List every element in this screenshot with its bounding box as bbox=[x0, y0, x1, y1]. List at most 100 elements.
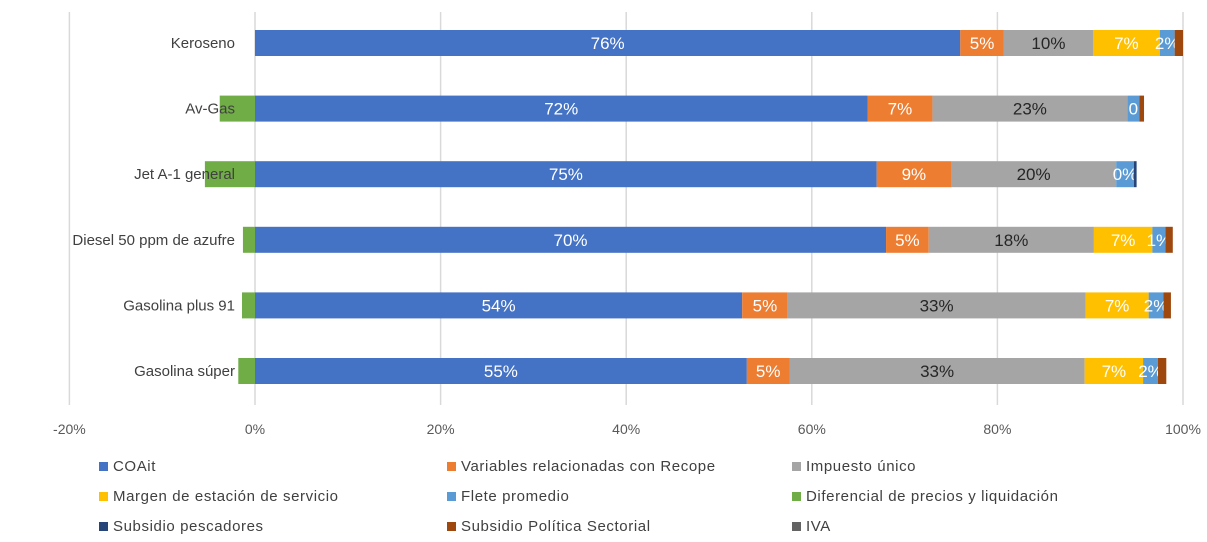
category-label: Keroseno bbox=[171, 35, 235, 52]
bar-segment bbox=[242, 226, 255, 253]
bar-segment bbox=[1127, 95, 1140, 122]
data-label: 5% bbox=[970, 34, 995, 53]
legend-swatch bbox=[99, 522, 108, 531]
legend-label: Subsidio pescadores bbox=[113, 518, 264, 535]
bar-segment bbox=[255, 161, 877, 188]
legend-swatch bbox=[792, 522, 801, 531]
bar-segment bbox=[255, 226, 887, 253]
data-label: 76% bbox=[591, 34, 625, 53]
data-label: 70% bbox=[554, 231, 588, 250]
bar-segment bbox=[255, 30, 961, 56]
data-label: 10% bbox=[1031, 34, 1065, 53]
legend-swatch bbox=[447, 492, 456, 501]
bar-segment bbox=[219, 95, 255, 122]
bar-segment bbox=[1116, 161, 1134, 188]
legend-item: Diferencial de precios y liquidación bbox=[792, 488, 1059, 505]
data-label: 33% bbox=[920, 296, 954, 315]
bar-segment bbox=[867, 95, 933, 122]
legend-label: Variables relacionadas con Recope bbox=[461, 458, 716, 475]
bar-segment bbox=[204, 161, 255, 188]
data-label: 75% bbox=[549, 165, 583, 184]
legend-item: IVA bbox=[792, 518, 831, 535]
data-label: 0 bbox=[1129, 100, 1138, 119]
legend-label: Margen de estación de servicio bbox=[113, 488, 339, 505]
data-label: 7% bbox=[1105, 296, 1130, 315]
data-label: 72% bbox=[544, 100, 578, 119]
legend-item: Subsidio Política Sectorial bbox=[447, 518, 651, 535]
stacked-bar-chart: -20% 0% 20% 40% 60% 80% 100% 76% 5% 10% 7% 2% Kerose… bbox=[53, 12, 1201, 437]
legend-label: Subsidio Política Sectorial bbox=[461, 518, 651, 535]
data-label: 1% bbox=[1147, 231, 1172, 250]
data-label: 5% bbox=[895, 231, 920, 250]
bar-segment bbox=[1092, 30, 1160, 56]
data-label: 2% bbox=[1144, 296, 1169, 315]
legend-label: Flete promedio bbox=[461, 488, 570, 505]
bar-segment bbox=[1084, 358, 1144, 384]
data-label: 7% bbox=[888, 100, 913, 119]
bar-segment bbox=[742, 292, 788, 319]
legend-swatch bbox=[99, 492, 108, 501]
data-label: 20% bbox=[1017, 165, 1051, 184]
bar-segment bbox=[746, 358, 790, 384]
data-label: 7% bbox=[1102, 362, 1127, 381]
bar-segment bbox=[1148, 292, 1164, 319]
bar-segment bbox=[1152, 226, 1166, 253]
x-tick-label: -20% bbox=[53, 421, 86, 437]
legend-label: Impuesto único bbox=[806, 458, 917, 475]
legend-item: Variables relacionadas con Recope bbox=[447, 458, 716, 475]
bar-segment bbox=[787, 292, 1086, 319]
bar-segment bbox=[1174, 30, 1183, 56]
x-tick-label: 100% bbox=[1165, 421, 1201, 437]
data-label: 2% bbox=[1155, 34, 1180, 53]
legend-label: IVA bbox=[806, 518, 831, 535]
legend-item: Flete promedio bbox=[447, 488, 569, 505]
legend-label: Diferencial de precios y liquidación bbox=[806, 488, 1059, 505]
category-label: Av-Gas bbox=[185, 101, 235, 118]
legend-swatch bbox=[447, 462, 456, 471]
data-label: 33% bbox=[920, 362, 954, 381]
data-label: 5% bbox=[753, 296, 778, 315]
bar-segment bbox=[1085, 292, 1149, 319]
bar-segment bbox=[1093, 226, 1153, 253]
bar-segment bbox=[1133, 161, 1137, 188]
legend-swatch bbox=[99, 462, 108, 471]
category-label: Jet A-1 general bbox=[134, 166, 235, 183]
category-label: Gasolina plus 91 bbox=[123, 297, 235, 314]
bar-segment bbox=[238, 358, 255, 384]
data-label: 7% bbox=[1114, 34, 1139, 53]
bar-segment bbox=[1159, 30, 1175, 56]
data-label: 23% bbox=[1013, 100, 1047, 119]
bar-segment bbox=[1165, 226, 1173, 253]
bar-segment bbox=[928, 226, 1094, 253]
bar-segment bbox=[255, 358, 747, 384]
bar-segment bbox=[951, 161, 1117, 188]
legend-item: Subsidio pescadores bbox=[99, 518, 264, 535]
legend-swatch bbox=[792, 462, 801, 471]
data-label: 0% bbox=[1113, 165, 1138, 184]
data-label: 9% bbox=[902, 165, 927, 184]
bar-segment bbox=[1003, 30, 1093, 56]
x-tick-label: 0% bbox=[245, 421, 265, 437]
legend-item: Impuesto único bbox=[792, 458, 916, 475]
bar-segment bbox=[960, 30, 1004, 56]
data-label: 7% bbox=[1111, 231, 1136, 250]
bar-segment bbox=[1143, 358, 1158, 384]
category-label: Gasolina súper bbox=[134, 363, 235, 380]
legend-swatch bbox=[792, 492, 801, 501]
x-tick-label: 40% bbox=[612, 421, 640, 437]
bar-segment bbox=[1157, 358, 1167, 384]
legend-item: Margen de estación de servicio bbox=[99, 488, 339, 505]
x-tick-label: 80% bbox=[983, 421, 1011, 437]
bar-segment bbox=[1163, 292, 1171, 319]
legend-item: COAit bbox=[99, 458, 156, 475]
x-tick-label: 20% bbox=[427, 421, 455, 437]
bar-segment bbox=[932, 95, 1128, 122]
bar-segment bbox=[255, 95, 868, 122]
chart-legend: COAit Variables relacionadas con Recope Im… bbox=[0, 452, 1207, 542]
data-label: 54% bbox=[482, 296, 516, 315]
data-label: 2% bbox=[1138, 362, 1163, 381]
bar-segment bbox=[255, 292, 743, 319]
data-label: 5% bbox=[756, 362, 781, 381]
data-label: 55% bbox=[484, 362, 518, 381]
data-label: 18% bbox=[994, 231, 1028, 250]
